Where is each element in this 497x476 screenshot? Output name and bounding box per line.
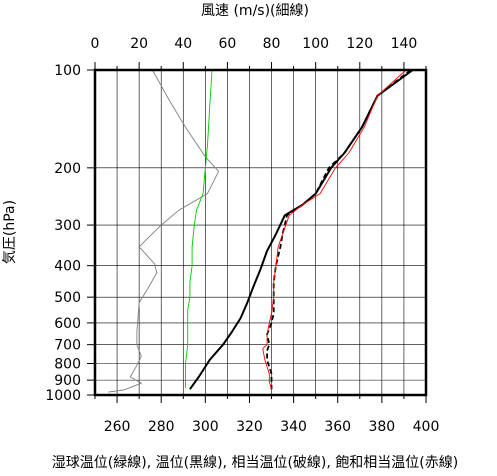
left-tick-label: 300 — [54, 218, 81, 234]
left-tick-label: 100 — [54, 63, 81, 79]
series-line-3 — [189, 69, 414, 390]
top-tick-label: 140 — [391, 36, 418, 52]
left-tick-label: 900 — [54, 373, 81, 389]
data-series — [108, 69, 414, 393]
top-tick-label: 20 — [130, 36, 148, 52]
bottom-tick-label: 340 — [280, 419, 307, 435]
series-line-2 — [185, 69, 213, 388]
top-tick-label: 0 — [91, 36, 100, 52]
top-tick-label: 80 — [263, 36, 281, 52]
series-line-5 — [262, 69, 407, 390]
bottom-tick-label: 300 — [192, 419, 219, 435]
left-tick-label: 600 — [54, 316, 81, 332]
left-tick-label: 200 — [54, 161, 81, 177]
y-axis-title: 気圧(hPa) — [2, 200, 18, 264]
bottom-tick-label: 380 — [368, 419, 395, 435]
left-tick-label: 500 — [54, 290, 81, 306]
left-tick-label: 400 — [54, 259, 81, 275]
series-line-4 — [266, 69, 412, 390]
grid-lines — [94, 69, 427, 396]
left-tick-label: 800 — [54, 357, 81, 373]
plot-frame — [93, 68, 428, 397]
plot-border — [93, 68, 428, 397]
top-tick-label: 40 — [174, 36, 192, 52]
bottom-tick-label: 400 — [413, 419, 440, 435]
top-tick-label: 100 — [302, 36, 329, 52]
top-tick-label: 60 — [218, 36, 236, 52]
bottom-tick-label: 320 — [236, 419, 263, 435]
left-tick-label: 700 — [54, 338, 81, 354]
series-line-1 — [108, 69, 220, 393]
top-axis-title: 風速 (m/s)(細線) — [201, 3, 309, 19]
bottom-tick-label: 360 — [324, 419, 351, 435]
axis-ticks: 260 280 300 320 340 360 380 400 0 20 40 60 80 100 120 1… — [45, 36, 439, 435]
x-axis-title: 湿球温位(緑線), 温位(黒線), 相当温位(破線), 飽和相当温位(赤線) — [52, 454, 458, 471]
top-tick-label: 120 — [346, 36, 373, 52]
bottom-tick-label: 260 — [104, 419, 131, 435]
left-tick-label: 1000 — [45, 388, 81, 404]
bottom-tick-label: 280 — [148, 419, 175, 435]
